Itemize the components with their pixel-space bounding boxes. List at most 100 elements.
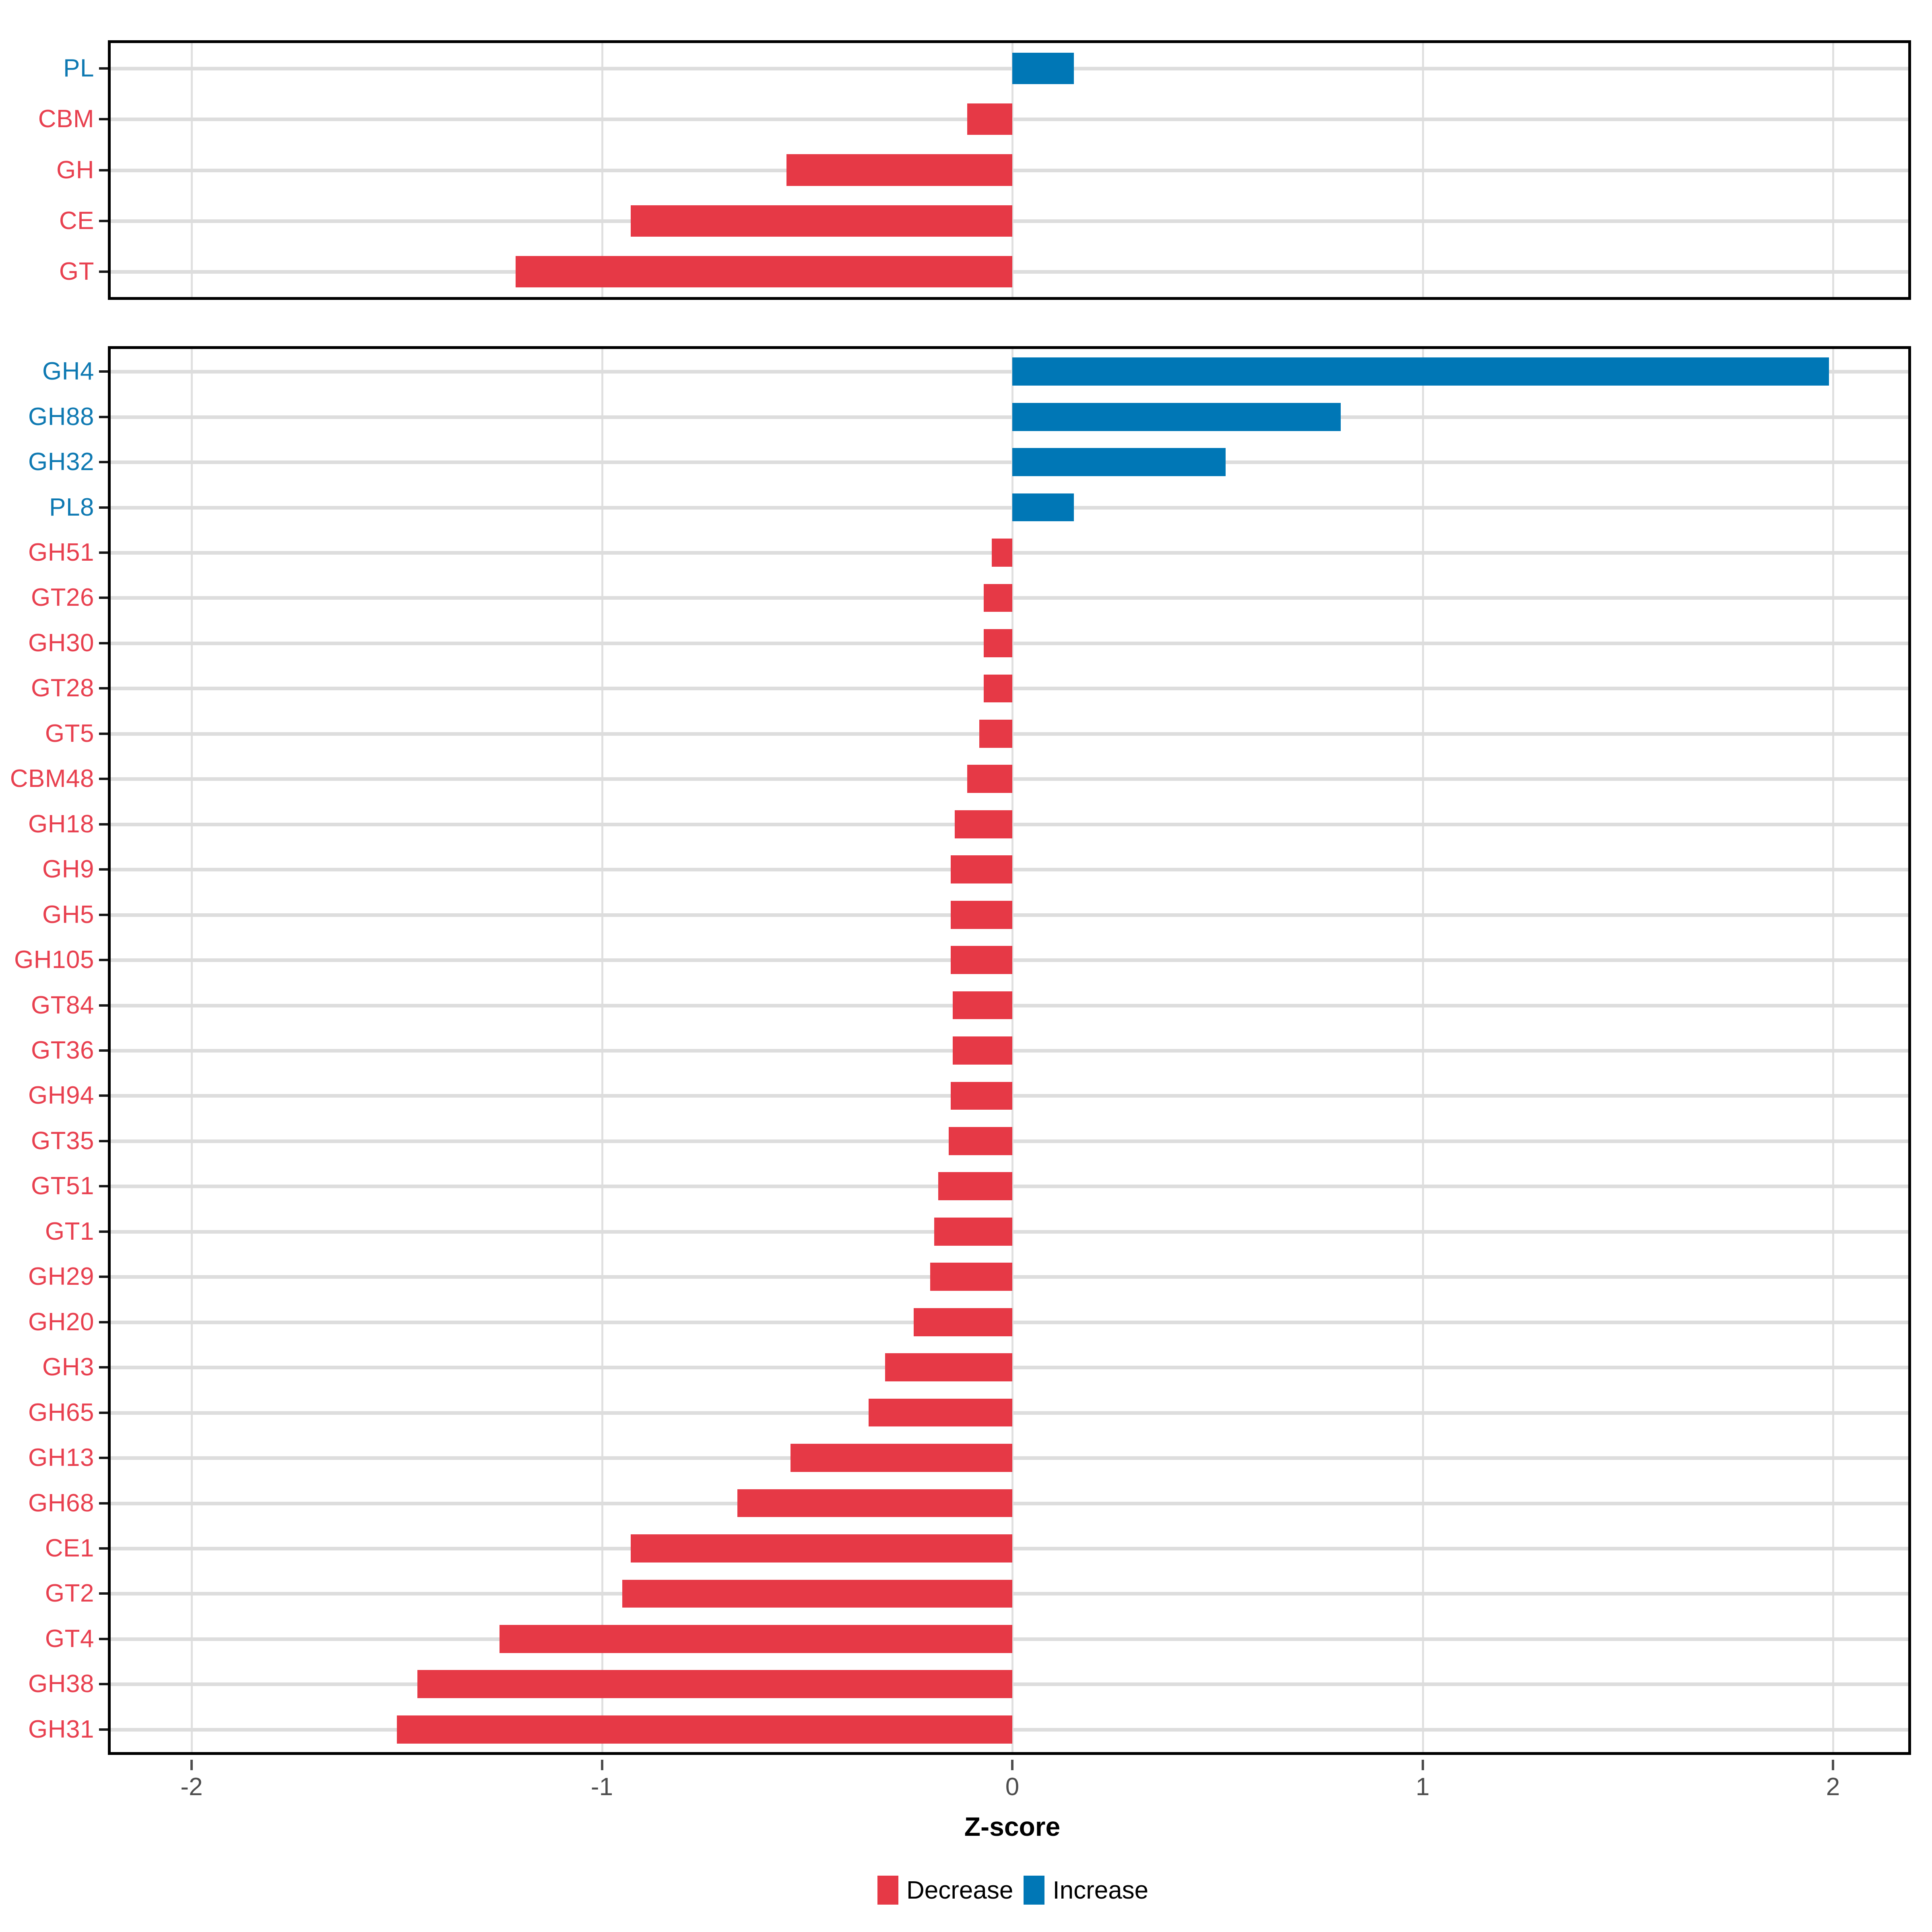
y-axis-tick: [99, 1592, 108, 1595]
y-axis-label-CE: CE: [59, 206, 94, 235]
bar-GH18: [955, 810, 1012, 838]
x-axis-title: Z-score: [964, 1812, 1061, 1841]
y-axis-label-GH31: GH31: [28, 1715, 94, 1743]
cazyme-family-panel: GH4 GH88 GH32 PL8 GH51 GT26 GH30 GT28 GT5 CBM48 GH…: [0, 322, 1932, 1763]
y-axis-label-GT35: GT35: [31, 1127, 94, 1155]
plot-area-top: [108, 40, 1911, 300]
y-axis-tick: [99, 1502, 108, 1505]
x-axis: -2 -1 0 1 2: [0, 1755, 1932, 1843]
y-axis-label-GH9: GH9: [42, 855, 94, 883]
y-axis-label-GH30: GH30: [28, 629, 94, 657]
gridline-horizontal: [111, 460, 1908, 464]
y-axis-tick: [99, 1366, 108, 1369]
y-axis-label-GT5: GT5: [45, 719, 94, 747]
gridline-horizontal: [111, 370, 1908, 374]
y-axis-label-CBM48: CBM48: [10, 765, 94, 793]
bar-GT51: [938, 1172, 1012, 1201]
y-axis-tick: [99, 687, 108, 690]
y-axis-label-GT26: GT26: [31, 584, 94, 612]
bar-CBM48: [967, 765, 1012, 793]
bar-GH65: [869, 1398, 1012, 1427]
bar-GT35: [948, 1127, 1012, 1155]
x-axis-tick-label: -2: [180, 1773, 203, 1801]
y-axis-label-GT28: GT28: [31, 674, 94, 702]
bar-GH94: [951, 1082, 1012, 1110]
y-axis-tick: [99, 1728, 108, 1731]
legend-label: Decrease: [906, 1876, 1013, 1904]
y-axis-tick: [99, 1457, 108, 1459]
y-axis-label-GT4: GT4: [45, 1624, 94, 1653]
y-axis-tick: [99, 1185, 108, 1188]
y-axis-tick: [99, 551, 108, 554]
y-axis-label-GT2: GT2: [45, 1579, 94, 1608]
legend-item-decrease[interactable]: Decrease: [877, 1876, 1013, 1905]
bar-GH105: [951, 946, 1012, 974]
y-axis-label-GH94: GH94: [28, 1082, 94, 1110]
y-axis-tick: [99, 461, 108, 464]
y-axis-label-GH29: GH29: [28, 1263, 94, 1291]
bar-GH: [786, 154, 1012, 186]
bar-GH68: [737, 1489, 1012, 1517]
y-axis-label-GH5: GH5: [42, 900, 94, 929]
cazyme-class-panel: PL CBM GH CE GT: [0, 0, 1932, 306]
y-axis-label-GH88: GH88: [28, 402, 94, 431]
y-axis-tick: [99, 823, 108, 826]
bar-GH31: [396, 1715, 1012, 1744]
bar-PL8: [1012, 493, 1074, 522]
bar-GH29: [930, 1263, 1012, 1291]
y-axis-label-GH3: GH3: [42, 1353, 94, 1381]
y-axis-label-GT84: GT84: [31, 991, 94, 1019]
bar-GH30: [983, 629, 1012, 657]
bar-GT84: [953, 991, 1012, 1020]
y-axis-tick: [99, 1411, 108, 1414]
gridline-horizontal: [111, 67, 1908, 71]
y-axis-label-PL8: PL8: [49, 493, 94, 521]
y-axis-label-GH105: GH105: [14, 946, 94, 974]
bar-GT4: [499, 1625, 1012, 1653]
y-axis-tick: [99, 913, 108, 916]
y-axis-label-GH4: GH4: [42, 357, 94, 386]
bar-GT2: [622, 1579, 1012, 1608]
y-axis-label-GT51: GT51: [31, 1172, 94, 1200]
y-axis-tick: [99, 1230, 108, 1233]
y-axis-tick: [99, 1139, 108, 1142]
y-axis-tick: [99, 732, 108, 735]
y-axis-tick: [99, 506, 108, 509]
y-axis-tick: [99, 415, 108, 418]
y-axis-tick: [99, 642, 108, 644]
y-axis-label-GH65: GH65: [28, 1398, 94, 1426]
bar-GH9: [951, 855, 1012, 884]
y-axis-label-GH38: GH38: [28, 1670, 94, 1698]
bar-GT26: [983, 584, 1012, 612]
bar-GT: [516, 256, 1012, 287]
bar-PL: [1012, 52, 1074, 85]
bar-GH32: [1012, 448, 1226, 476]
y-axis-tick: [99, 597, 108, 599]
bar-GH3: [885, 1353, 1012, 1382]
y-axis-label-GT1: GT1: [45, 1217, 94, 1245]
y-axis-tick: [99, 1683, 108, 1686]
x-axis-tick-label: -1: [590, 1773, 613, 1801]
y-axis-label-GH13: GH13: [28, 1444, 94, 1472]
bar-GH51: [992, 539, 1012, 567]
bar-GT1: [934, 1217, 1012, 1246]
x-axis-tick: [1832, 1760, 1834, 1770]
chart-legend: Decrease Increase: [877, 1876, 1148, 1905]
bar-GT36: [953, 1036, 1012, 1065]
y-axis-tick: [99, 67, 108, 70]
y-axis-label-GH68: GH68: [28, 1489, 94, 1517]
y-axis-label-GH51: GH51: [28, 539, 94, 567]
legend-item-increase[interactable]: Increase: [1024, 1876, 1148, 1905]
legend-label: Increase: [1053, 1876, 1149, 1904]
x-axis-tick-label: 2: [1826, 1773, 1840, 1801]
y-axis-tick: [99, 1276, 108, 1278]
y-axis-tick: [99, 1321, 108, 1323]
bar-GT28: [983, 674, 1012, 703]
y-axis-tick: [99, 219, 108, 222]
x-axis-tick: [190, 1760, 193, 1770]
y-axis-tick: [99, 370, 108, 373]
y-axis-tick: [99, 270, 108, 273]
bar-GH88: [1012, 402, 1341, 431]
y-axis-tick: [99, 169, 108, 171]
